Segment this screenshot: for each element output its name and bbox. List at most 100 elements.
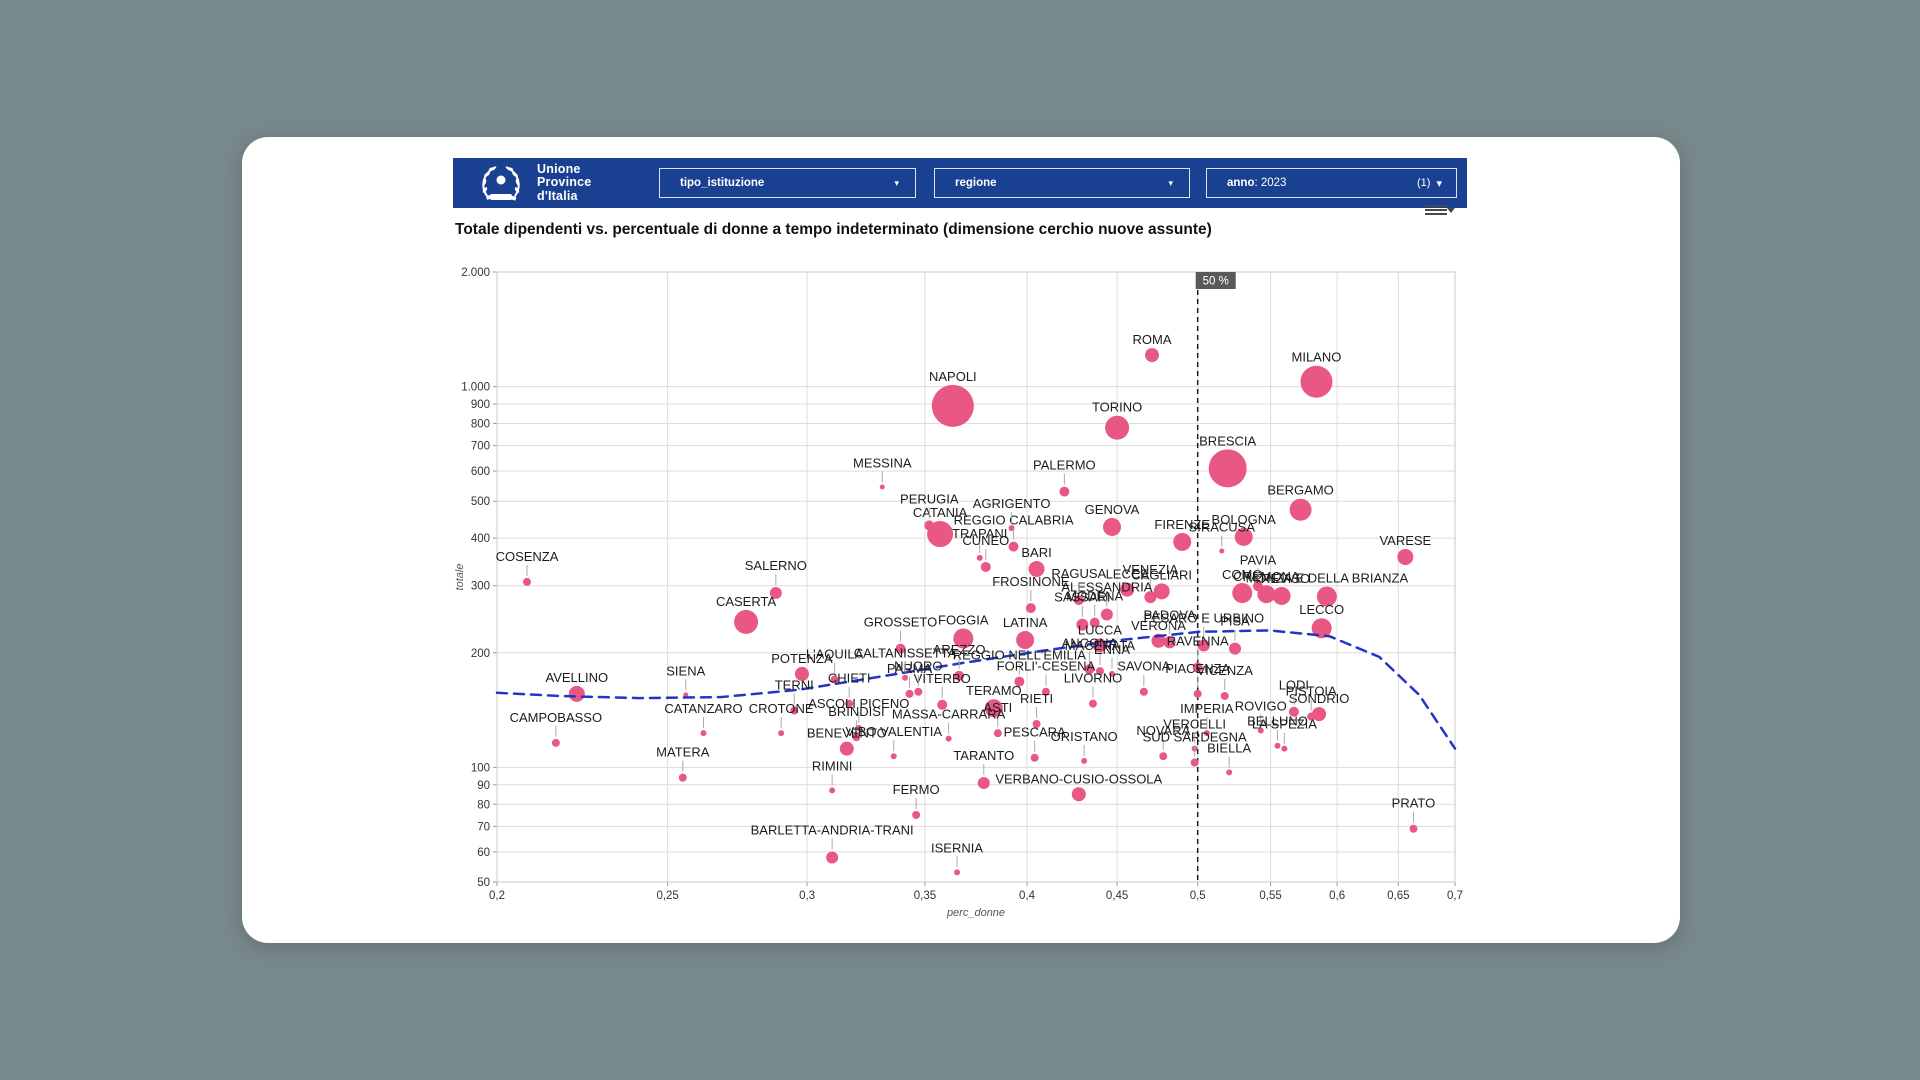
scatter-point[interactable] <box>1163 636 1176 649</box>
scatter-point[interactable] <box>1059 486 1070 497</box>
chart-menu-icon[interactable] <box>1425 205 1455 217</box>
filter-tipo-istituzione[interactable]: tipo_istituzione ▾ <box>659 168 916 198</box>
scatter-point[interactable] <box>1084 664 1095 675</box>
scatter-point[interactable] <box>890 753 897 760</box>
scatter-point[interactable] <box>778 730 785 737</box>
scatter-point[interactable] <box>1014 676 1025 687</box>
scatter-point[interactable] <box>1153 583 1170 600</box>
scatter-point[interactable] <box>905 689 914 698</box>
scatter-point[interactable] <box>953 628 974 649</box>
scatter-point[interactable] <box>1041 687 1050 696</box>
scatter-point[interactable] <box>522 577 531 586</box>
scatter-point[interactable] <box>902 674 909 681</box>
scatter-point[interactable] <box>700 730 707 737</box>
scatter-point[interactable] <box>1105 415 1130 440</box>
scatter-point[interactable] <box>1025 603 1036 614</box>
scatter-point[interactable] <box>845 699 854 708</box>
scatter-point[interactable] <box>1089 617 1100 628</box>
scatter-point[interactable] <box>1008 541 1019 552</box>
scatter-point[interactable] <box>1139 687 1148 696</box>
scatter-point[interactable] <box>829 787 836 794</box>
scatter-point[interactable] <box>1274 742 1281 749</box>
scatter-point[interactable] <box>790 706 799 715</box>
scatter-point[interactable] <box>1197 639 1210 652</box>
scatter-point[interactable] <box>1232 583 1253 604</box>
scatter-point[interactable] <box>1192 662 1203 673</box>
scatter-point[interactable] <box>1095 667 1104 676</box>
scatter-point[interactable] <box>1120 582 1135 597</box>
scatter-point[interactable] <box>1300 365 1333 398</box>
scatter-point[interactable] <box>954 670 965 681</box>
scatter-point[interactable] <box>937 699 948 710</box>
scatter-point[interactable] <box>1234 527 1253 546</box>
scatter-point[interactable] <box>1092 638 1107 653</box>
scatter-point[interactable] <box>1312 707 1327 722</box>
scatter-point[interactable] <box>1229 642 1242 655</box>
scatter-point[interactable] <box>1016 631 1035 650</box>
scatter-point[interactable] <box>1073 595 1084 606</box>
scatter-point[interactable] <box>912 810 921 819</box>
scatter-point[interactable] <box>734 609 759 634</box>
scatter-point[interactable] <box>1190 758 1199 767</box>
scatter-point[interactable] <box>1252 581 1263 592</box>
chevron-down-icon: ▾ <box>1436 177 1442 190</box>
scatter-point[interactable] <box>830 675 839 684</box>
scatter-point[interactable] <box>945 735 952 742</box>
scatter-point[interactable] <box>839 741 854 756</box>
scatter-point[interactable] <box>826 851 839 864</box>
scatter-point[interactable] <box>1226 769 1233 776</box>
scatter-point[interactable] <box>683 692 689 698</box>
scatter-point[interactable] <box>976 554 983 561</box>
scatter-point[interactable] <box>1103 517 1122 536</box>
scatter-point[interactable] <box>1316 586 1337 607</box>
scatter-point[interactable] <box>1257 727 1264 734</box>
scatter-point[interactable] <box>1159 752 1168 761</box>
scatter-point[interactable] <box>1088 699 1097 708</box>
scatter-point[interactable] <box>855 724 862 731</box>
scatter-point[interactable] <box>1311 618 1332 639</box>
filter-anno[interactable]: anno: 2023 (1) ▾ <box>1206 168 1457 198</box>
scatter-point[interactable] <box>1144 591 1157 604</box>
scatter-point[interactable] <box>931 384 974 427</box>
scatter-point[interactable] <box>1208 449 1247 488</box>
scatter-point[interactable] <box>1030 753 1039 762</box>
scatter-point[interactable] <box>1307 712 1316 721</box>
scatter-point[interactable] <box>1409 824 1418 833</box>
scatter-point[interactable] <box>895 643 906 654</box>
scatter-point[interactable] <box>984 699 1003 718</box>
scatter-point[interactable] <box>551 738 560 747</box>
scatter-point[interactable] <box>954 869 961 876</box>
scatter-point[interactable] <box>1109 670 1116 677</box>
scatter-point[interactable] <box>980 561 991 572</box>
filter-regione[interactable]: regione ▾ <box>934 168 1190 198</box>
scatter-point[interactable] <box>1076 618 1089 631</box>
scatter-point[interactable] <box>1071 787 1086 802</box>
scatter-point[interactable] <box>678 773 687 782</box>
scatter-point[interactable] <box>794 666 809 681</box>
scatter-point[interactable] <box>1032 719 1041 728</box>
scatter-point[interactable] <box>914 687 923 696</box>
scatter-point[interactable] <box>568 685 585 702</box>
scatter-point[interactable] <box>879 484 885 490</box>
scatter-point[interactable] <box>924 520 935 531</box>
scatter-point-label: MACERATA <box>1065 638 1136 653</box>
scatter-point[interactable] <box>1397 548 1414 565</box>
scatter-point[interactable] <box>1145 348 1160 363</box>
scatter-point[interactable] <box>977 776 990 789</box>
scatter-point[interactable] <box>993 729 1002 738</box>
scatter-point[interactable] <box>852 733 861 742</box>
scatter-point[interactable] <box>1219 548 1225 554</box>
scatter-point[interactable] <box>1028 560 1045 577</box>
scatter-point[interactable] <box>1081 757 1088 764</box>
scatter-point[interactable] <box>1220 691 1229 700</box>
scatter-point[interactable] <box>1272 586 1291 605</box>
scatter-point[interactable] <box>1257 585 1276 604</box>
scatter-point[interactable] <box>1100 608 1113 621</box>
scatter-point[interactable] <box>1281 745 1288 752</box>
scatter-point[interactable] <box>1288 706 1299 717</box>
scatter-point[interactable] <box>1289 498 1312 521</box>
scatter-point[interactable] <box>769 587 782 600</box>
scatter-point[interactable] <box>1173 532 1192 551</box>
scatter-point[interactable] <box>1203 730 1210 737</box>
scatter-point[interactable] <box>1193 689 1202 698</box>
